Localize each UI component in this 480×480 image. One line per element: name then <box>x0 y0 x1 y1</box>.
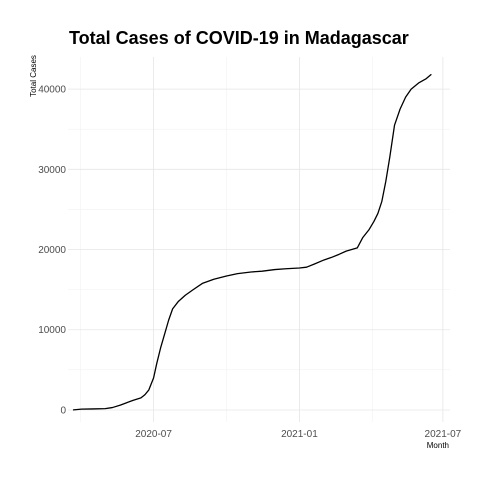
grid-layer <box>68 57 450 422</box>
y-tick-label: 0 <box>60 405 66 416</box>
x-tick-label: 2021-07 <box>425 429 462 440</box>
series-line-total-cases <box>72 74 432 411</box>
x-tick-label: 2021-01 <box>281 429 318 440</box>
y-tick-label: 40000 <box>38 85 66 96</box>
y-axis-label: Total Cases <box>29 55 38 97</box>
tick-layer: 0 10000 20000 30000 40000 2020-07 2021-01 2021-… <box>38 85 461 440</box>
x-tick-label: 2020-07 <box>135 429 172 440</box>
chart-title: Total Cases of COVID-19 in Madagascar <box>69 28 409 48</box>
x-axis-label: Month <box>427 441 449 450</box>
y-tick-label: 30000 <box>38 165 66 176</box>
y-tick-label: 20000 <box>38 245 66 256</box>
series-layer <box>72 74 432 411</box>
y-tick-label: 10000 <box>38 325 66 336</box>
